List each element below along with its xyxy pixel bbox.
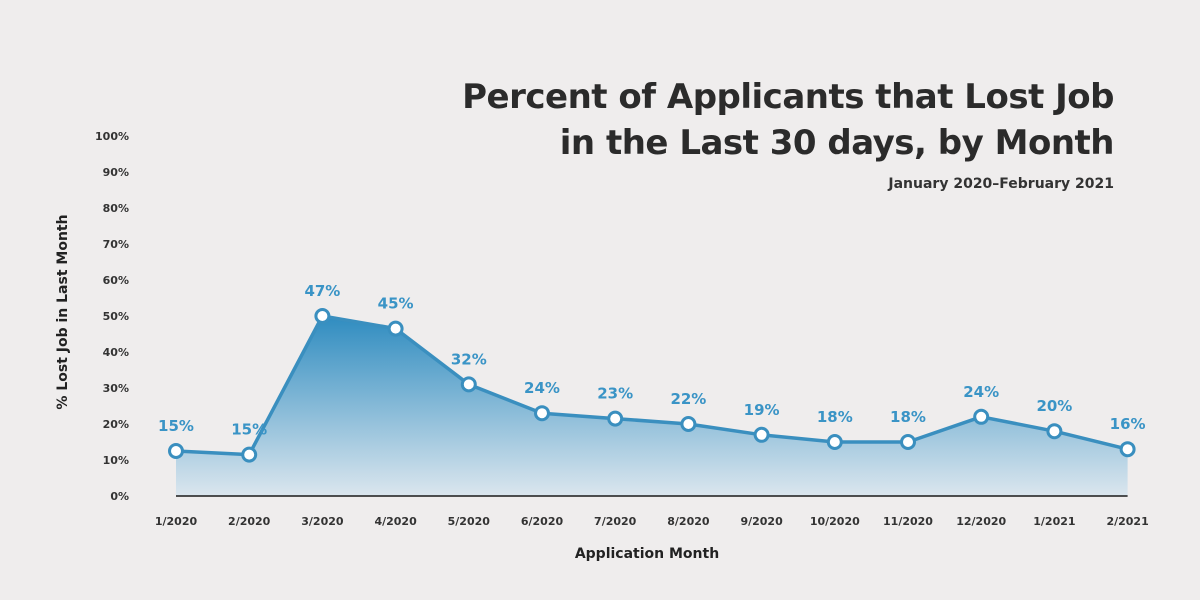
data-point — [314, 308, 331, 324]
y-tick-label: 70% — [103, 238, 129, 251]
x-tick-label: 6/2020 — [521, 515, 564, 528]
x-tick-label: 4/2020 — [374, 515, 417, 528]
data-label: 15% — [158, 417, 194, 435]
data-point — [973, 408, 990, 425]
x-tick-label: 2/2021 — [1106, 515, 1148, 528]
data-label: 32% — [451, 350, 487, 368]
chart-title-line-2: in the Last 30 days, by Month — [559, 123, 1115, 163]
y-tick-label: 40% — [103, 346, 129, 359]
data-label: 45% — [378, 295, 414, 313]
data-point — [826, 434, 843, 450]
y-tick-label: 60% — [103, 274, 129, 287]
y-tick-label: 100% — [95, 130, 129, 143]
y-tick-label: 0% — [110, 490, 129, 503]
y-tick-label: 20% — [103, 418, 129, 431]
data-point — [607, 410, 624, 427]
data-label: 23% — [597, 385, 633, 403]
data-point — [460, 376, 477, 393]
chart-title-line-1: Percent of Applicants that Lost Job — [462, 77, 1114, 117]
x-tick-label: 1/2021 — [1033, 515, 1075, 528]
data-label: 24% — [963, 383, 999, 401]
data-point — [753, 426, 770, 443]
y-tick-label: 10% — [103, 454, 129, 467]
x-tick-label: 2/2020 — [228, 515, 271, 528]
x-tick-label: 3/2020 — [301, 515, 344, 528]
data-label: 16% — [1110, 415, 1146, 433]
y-tick-label: 50% — [103, 310, 129, 323]
x-tick-label: 9/2020 — [740, 515, 783, 528]
x-tick-label: 8/2020 — [667, 515, 710, 528]
data-point — [1046, 423, 1063, 440]
series-line — [175, 314, 1129, 457]
area-fill — [176, 316, 1128, 496]
data-label: 47% — [304, 282, 340, 300]
data-point — [900, 434, 916, 450]
x-axis-label: Application Month — [574, 546, 720, 562]
y-tick-label: 90% — [103, 166, 129, 179]
data-label: 15% — [231, 421, 267, 439]
x-tick-label: 12/2020 — [956, 515, 1006, 528]
x-tick-label: 7/2020 — [594, 515, 637, 528]
data-point — [241, 446, 258, 463]
x-tick-label: 10/2020 — [810, 515, 860, 528]
data-label: 19% — [744, 401, 780, 419]
chart-subtitle: January 2020–February 2021 — [888, 176, 1114, 192]
x-tick-label: 1/2020 — [155, 515, 198, 528]
x-tick-label: 5/2020 — [448, 515, 491, 528]
data-point — [168, 443, 184, 459]
data-label: 24% — [524, 379, 560, 397]
data-point — [680, 416, 697, 432]
x-tick-label: 11/2020 — [883, 515, 933, 528]
chart-title: Percent of Applicants that Lost Job in t… — [462, 74, 1114, 166]
data-point — [534, 405, 550, 422]
y-tick-label: 80% — [103, 202, 129, 215]
data-label: 18% — [817, 408, 853, 426]
data-label: 22% — [670, 390, 706, 408]
data-label: 18% — [890, 408, 926, 426]
y-tick-label: 30% — [103, 382, 129, 395]
data-point — [387, 320, 404, 337]
data-label: 20% — [1036, 397, 1072, 415]
data-point — [1119, 441, 1136, 458]
